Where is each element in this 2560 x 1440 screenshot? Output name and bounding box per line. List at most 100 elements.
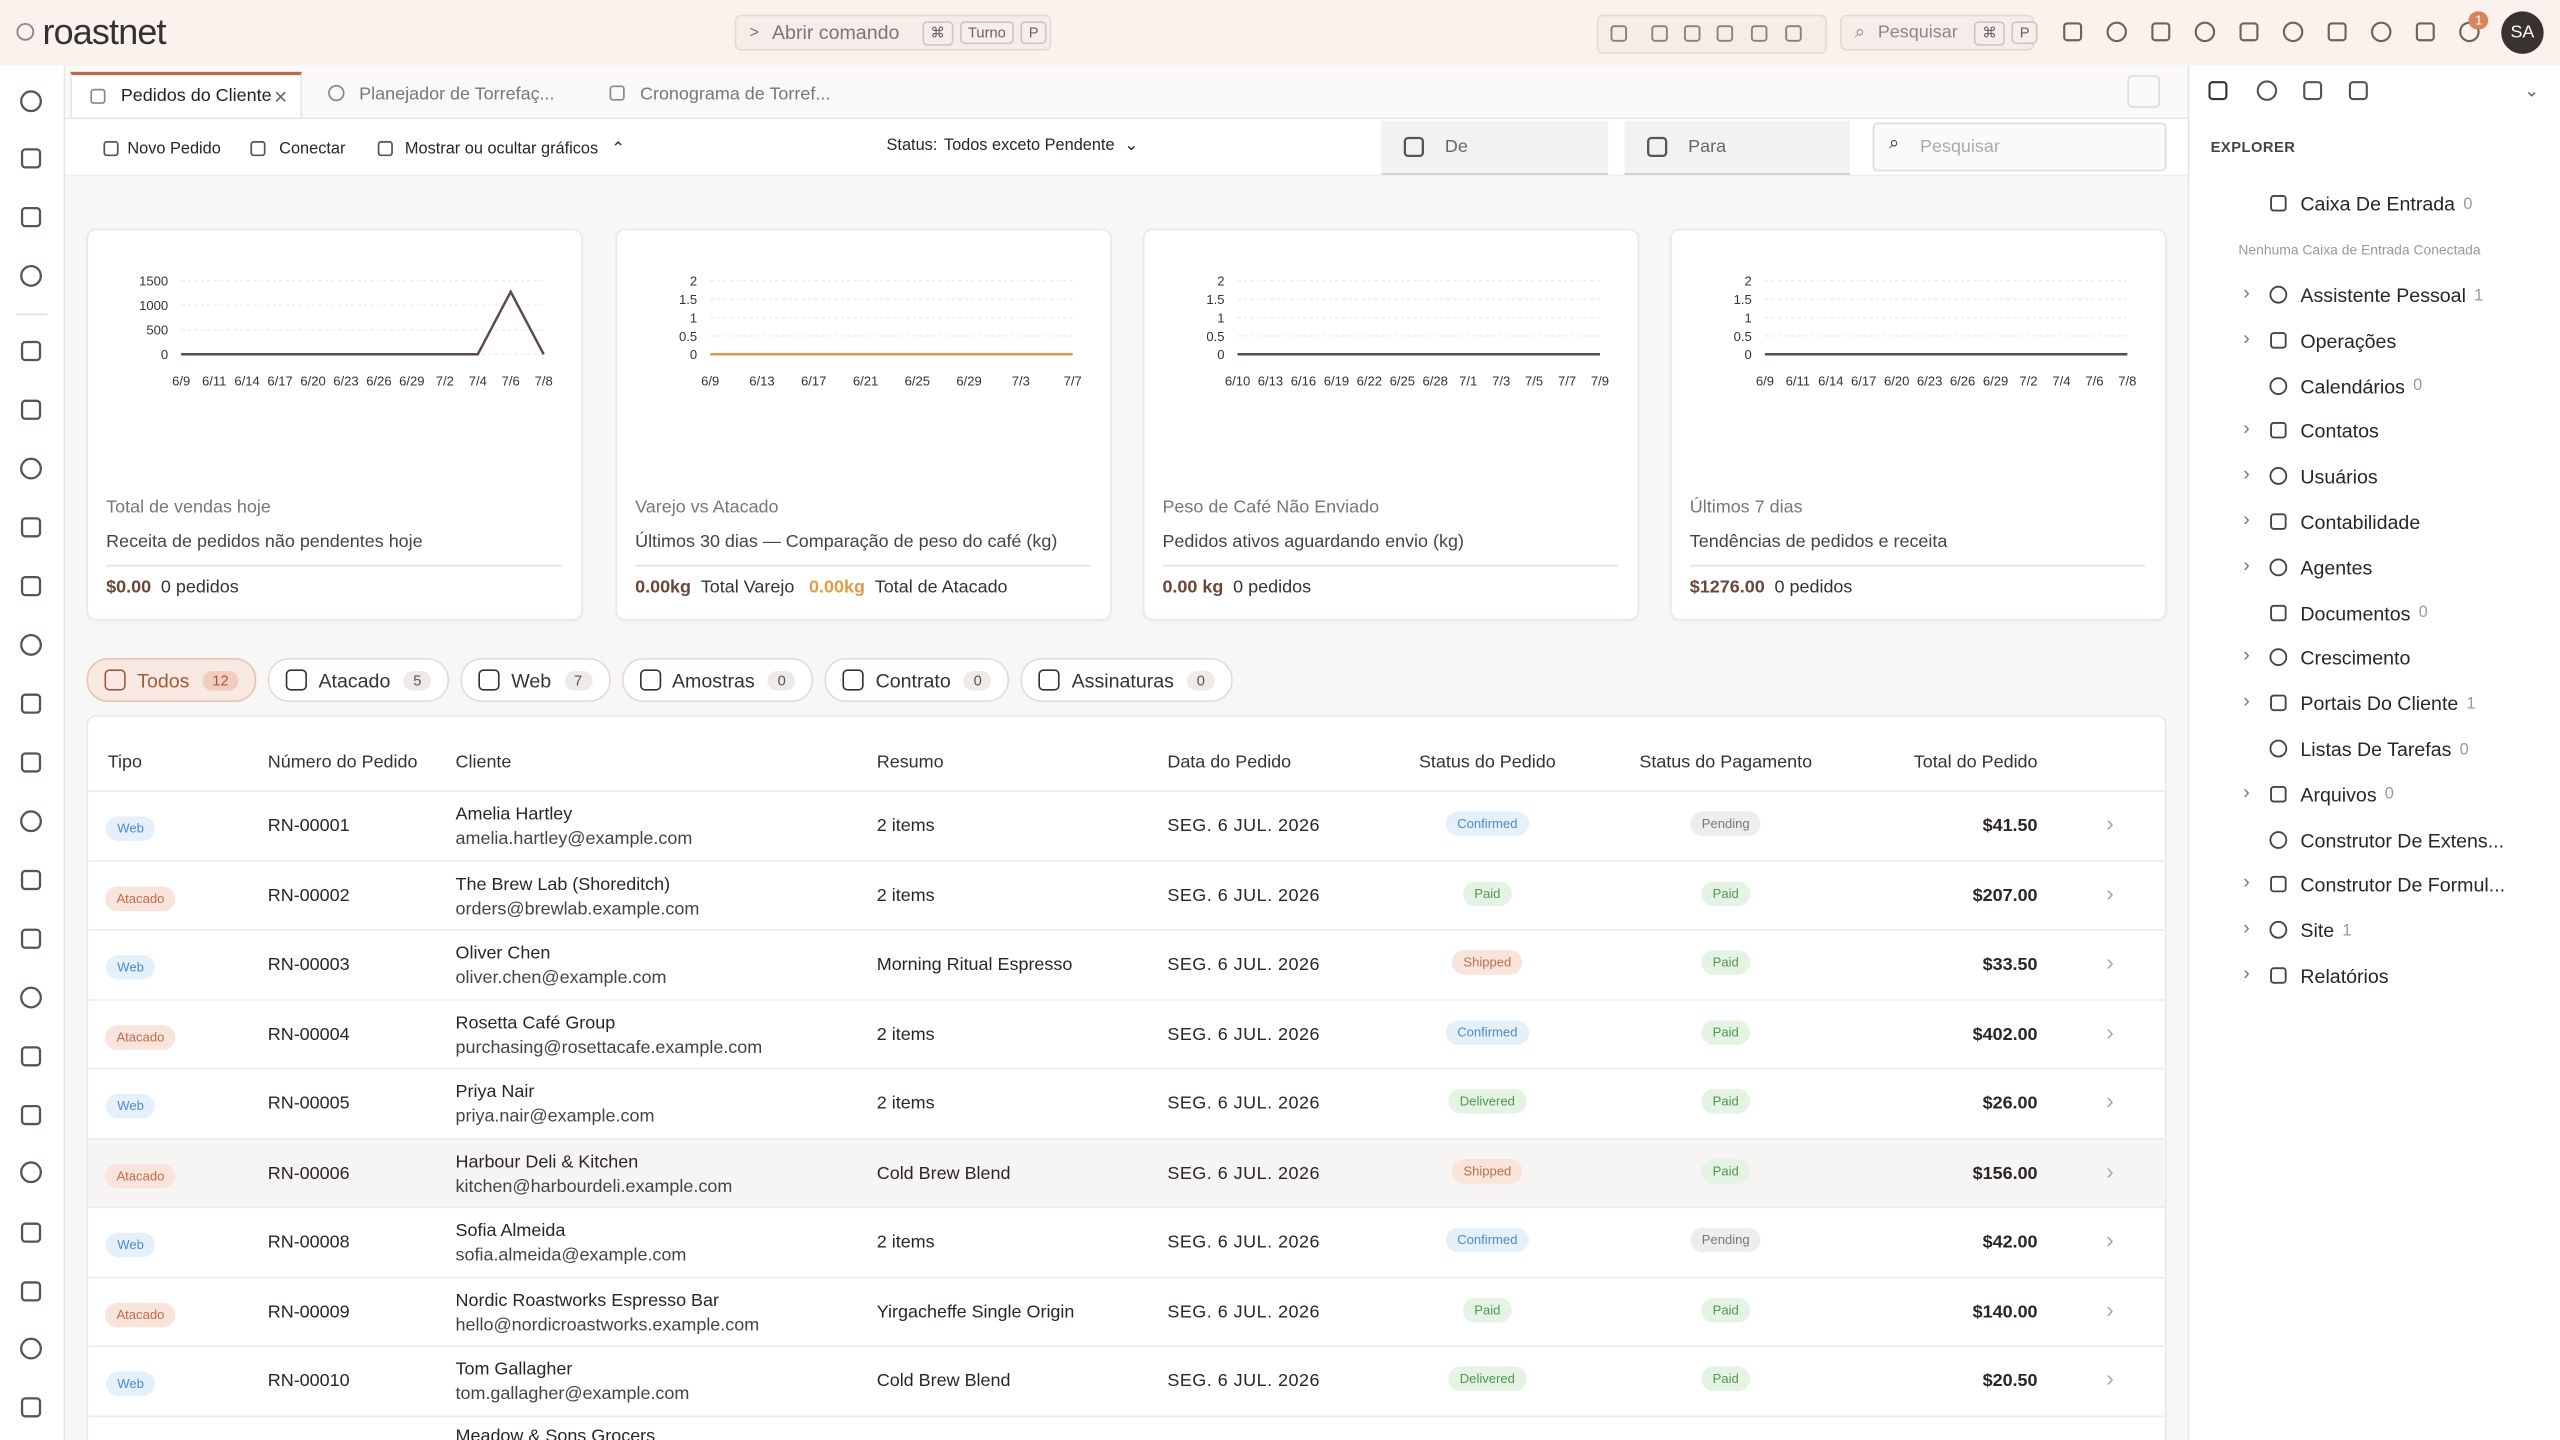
explorer-item[interactable]: › Assistente Pessoal 1 (2189, 278, 2483, 314)
item-label: Site (2300, 919, 2335, 943)
explorer-item[interactable]: › Site 1 (2189, 913, 2351, 949)
explorer-item[interactable]: › Crescimento (2189, 641, 2410, 677)
explorer-item[interactable]: › Usuários (2189, 459, 2377, 495)
explorer-item[interactable]: › Arquivos 0 (2189, 777, 2394, 813)
table-row[interactable]: Meadow & Sons Grocers (88, 1414, 2165, 1440)
explorer-item[interactable]: › Portais Do Cliente 1 (2189, 686, 2475, 722)
tab[interactable]: Pedidos do Cliente × (70, 71, 303, 118)
x-tick-label: 6/28 (1423, 373, 1448, 388)
date-input[interactable]: Para (1624, 120, 1850, 175)
filter-pill[interactable]: Contrato 0 (824, 657, 1010, 703)
row-chevron: › (2106, 809, 2114, 836)
search-box[interactable]: ⌕ Pesquisar ⌘ P (1839, 14, 2038, 51)
status-label: Status: (886, 137, 938, 156)
x-tick-label: 7/9 (1591, 373, 1609, 388)
column-header: Número do Pedido (267, 752, 418, 773)
x-tick-label: 6/29 (956, 373, 981, 388)
icon (20, 928, 42, 949)
expand-chevron: › (2243, 280, 2250, 304)
item-label: Listas De Tarefas (2300, 737, 2452, 761)
card-footer: $1276.00 0 pedidos (1690, 578, 1853, 598)
summary: Morning Ritual Espresso (876, 955, 1073, 975)
icon-shape (1716, 25, 1734, 42)
type-badge: Atacado (105, 1302, 176, 1327)
payment-status: Paid (1701, 1088, 1751, 1114)
order-total: $41.50 (1982, 816, 2038, 836)
explorer-item[interactable]: Listas De Tarefas 0 (2189, 731, 2469, 767)
tab[interactable]: Cronograma de Torref... (591, 72, 852, 118)
item-count: 0 (2413, 377, 2423, 396)
status-filter[interactable]: Status: Todos exceto Pendente ⌄ (887, 137, 1139, 155)
explorer-item[interactable]: › Relatórios (2189, 958, 2388, 994)
explorer-item[interactable]: › Contabilidade (2189, 504, 2420, 540)
filter-pill[interactable]: Amostras 0 (621, 657, 814, 703)
explorer-item[interactable]: › Operações (2189, 323, 2396, 359)
x-tick-label: 7/2 (436, 373, 454, 388)
metric-value: $1276.00 (1689, 577, 1765, 598)
order-date: SEG. 6 JUL. 2026 (1167, 1371, 1320, 1392)
icon-shape (1403, 136, 1424, 158)
explorer-item[interactable]: › Contatos (2189, 414, 2379, 450)
order-date: SEG. 6 JUL. 2026 (1167, 816, 1320, 836)
column-header: Tipo (107, 752, 143, 773)
icon-shape (1785, 25, 1802, 42)
x-tick-label: 6/14 (1818, 373, 1843, 388)
row-chevron: › (2106, 1226, 2114, 1253)
row-chevron: › (2106, 1017, 2114, 1045)
explorer-item[interactable]: › Agentes (2189, 550, 2372, 586)
icon (2270, 331, 2287, 349)
filter-pill[interactable]: Todos 12 (86, 657, 257, 703)
expand-chevron: › (2243, 780, 2250, 803)
table-row[interactable]: Web RN-00010 Tom Gallagher tom.gallagher@ex… (88, 1345, 2165, 1415)
client-email: sofia.almeida@example.com (455, 1245, 687, 1266)
client-name: Priya Nair (455, 1082, 535, 1103)
toolbar-button[interactable]: Conectar (248, 136, 345, 162)
explorer-note: Nenhuma Caixa de Entrada Conectada (2238, 241, 2481, 258)
explorer-item[interactable]: › Construtor De Formul... (2189, 868, 2505, 904)
explorer-item[interactable]: Calendários 0 (2189, 368, 2422, 404)
icon-shape (16, 22, 35, 41)
metric-label: 0 pedidos (160, 577, 239, 598)
metric-value: 0.00kg (809, 577, 865, 598)
key: ⌘ (922, 20, 954, 45)
date-input[interactable]: De (1381, 120, 1609, 175)
toolbar-button[interactable]: Mostrar ou ocultar gráficos ⌃ (376, 136, 625, 162)
table-row[interactable]: Web RN-00001 Amelia Hartley amelia.hartley@… (88, 790, 2165, 860)
order-number: RN-00001 (267, 816, 350, 836)
client-name: Amelia Hartley (455, 804, 573, 825)
metric-value: 0.00 kg (1162, 577, 1224, 598)
icon (2415, 22, 2435, 42)
explorer-item[interactable]: Documentos 0 (2189, 595, 2428, 631)
tab[interactable]: Planejador de Torrefaç... (310, 72, 571, 118)
summary: 2 items (876, 816, 935, 836)
icon (2269, 739, 2288, 758)
icon (20, 810, 42, 833)
table-row[interactable]: Atacado RN-00006 Harbour Deli & Kitchen kit… (88, 1137, 2165, 1208)
y-tick-label: 0 (1745, 347, 1752, 362)
search-input[interactable]: ⌕ Pesquisar (1872, 122, 2167, 172)
order-status: Paid (1462, 1297, 1512, 1322)
item-label: Calendários (2300, 374, 2405, 398)
explorer-item[interactable]: Construtor De Extens... (2189, 822, 2504, 858)
item-count: 0 (2459, 740, 2469, 759)
command-box[interactable]: > Abrir comando ⌘ Turno P (734, 14, 1052, 51)
icon (20, 1222, 42, 1243)
table-row[interactable]: Atacado RN-00002 The Brew Lab (Shoreditch)… (88, 859, 2165, 930)
table-row[interactable]: Web RN-00005 Priya Nair priya.nair@example.… (88, 1067, 2165, 1138)
icon (2270, 513, 2287, 530)
table-row[interactable]: Atacado RN-00009 Nordic Roastworks Espress… (88, 1275, 2165, 1346)
icon-shape (2269, 285, 2288, 304)
icon (20, 986, 42, 1009)
tab-menu[interactable] (2127, 75, 2160, 108)
icon (377, 140, 393, 157)
payment-status: Paid (1701, 880, 1751, 906)
table-row[interactable]: Web RN-00003 Oliver Chen oliver.chen@exampl… (88, 928, 2165, 999)
filter-pill[interactable]: Web 7 (460, 657, 610, 703)
table-row[interactable]: Atacado RN-00004 Rosetta Café Group purchas… (88, 998, 2165, 1068)
filter-pill[interactable]: Assinaturas 0 (1020, 657, 1233, 703)
table-row[interactable]: Web RN-00008 Sofia Almeida sofia.almeida@ex… (88, 1206, 2165, 1277)
icon-shape (20, 207, 42, 228)
toolbar-button[interactable]: Novo Pedido (101, 136, 221, 162)
filter-pill[interactable]: Atacado 5 (267, 657, 450, 703)
explorer-item[interactable]: Caixa De Entrada 0 (2189, 186, 2472, 222)
